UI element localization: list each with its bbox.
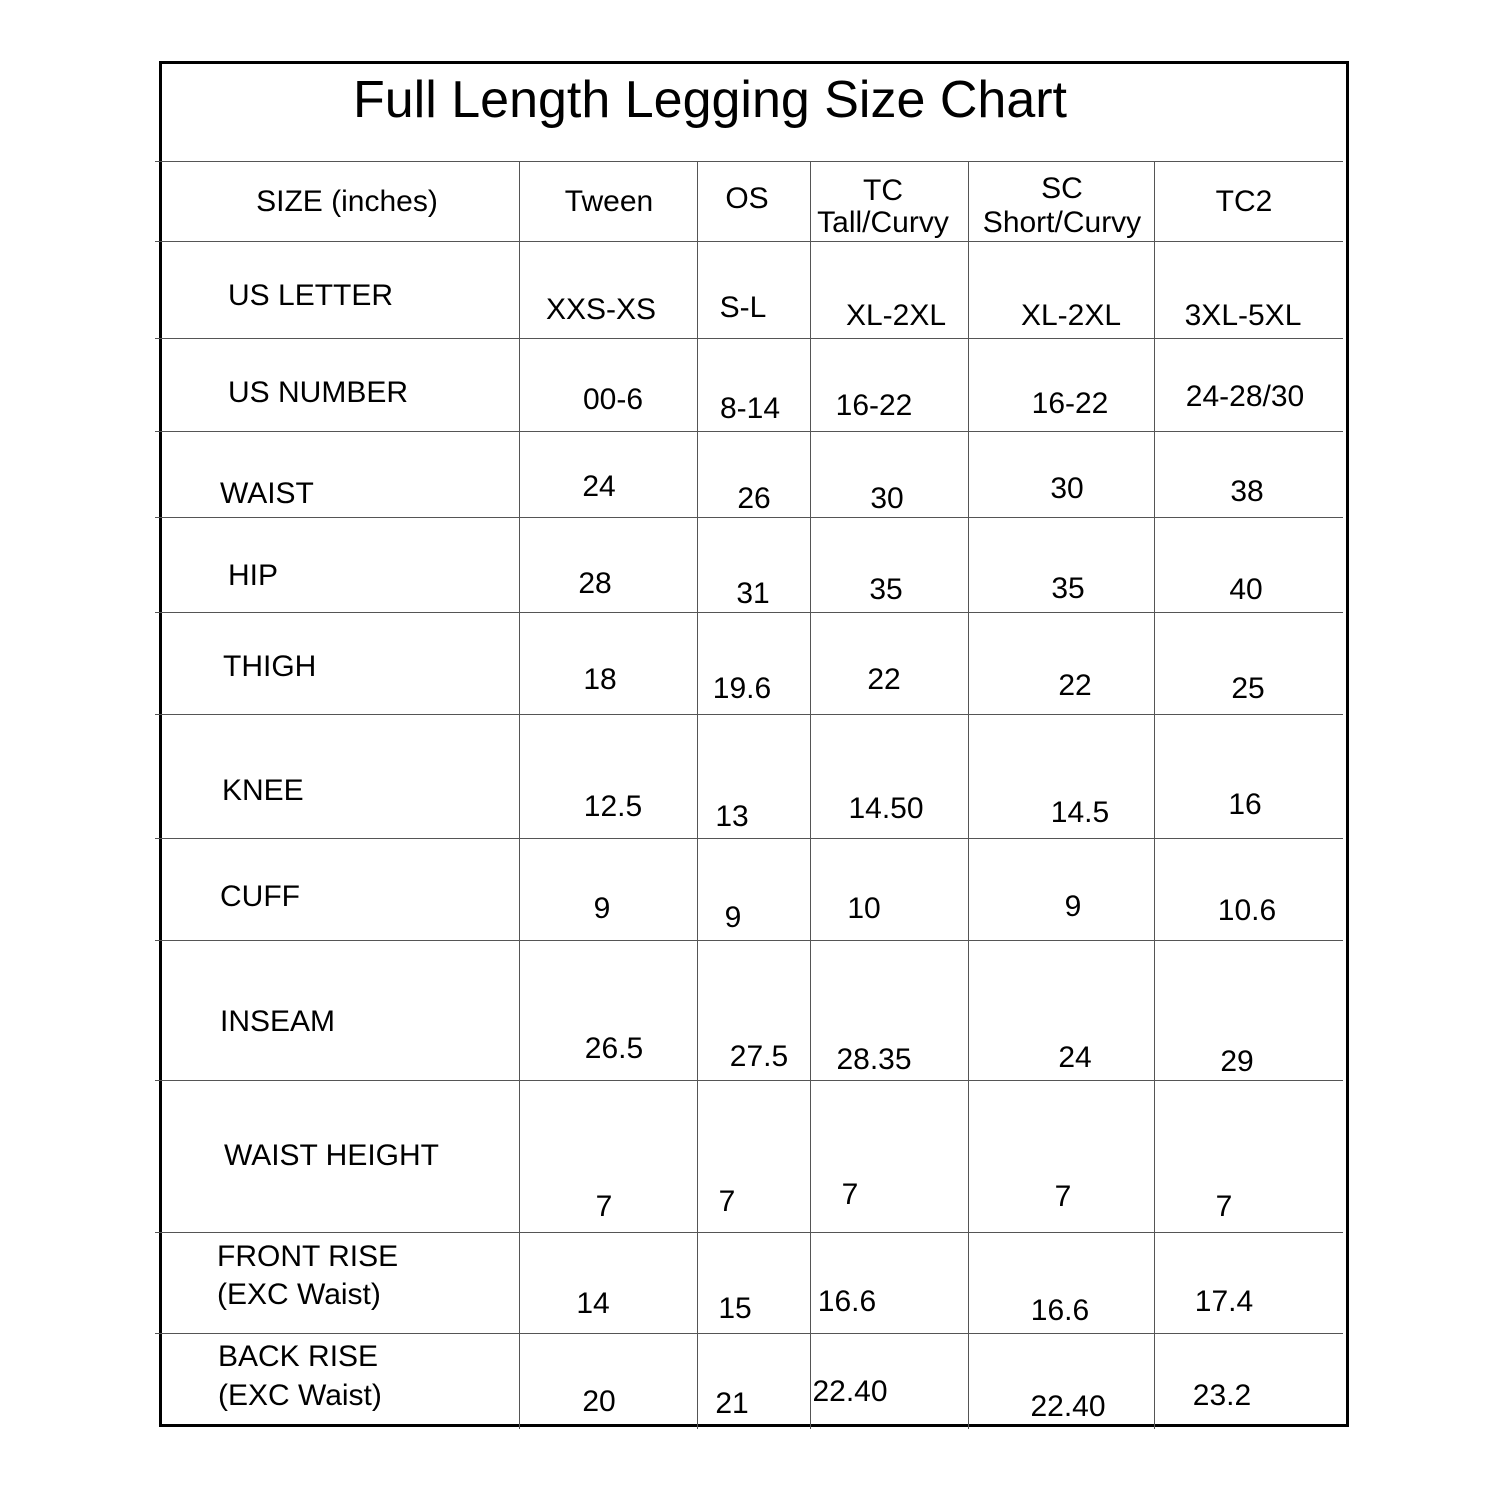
table-cell-value: 7 [1215,1190,1233,1223]
table-cell-value: 19.6 [712,672,772,705]
table-cell-value: 25 [1231,672,1265,705]
column-divider [1154,161,1155,1429]
table-cell-value: XL-2XL [845,299,947,332]
row-divider [155,161,1343,162]
table-cell-value: 22.40 [1030,1390,1106,1423]
row-divider [155,1080,1343,1081]
table-cell-value: 17.4 [1194,1285,1254,1318]
size-chart-table [159,61,1349,1427]
row-label: KNEE [222,774,304,807]
table-cell-value: 35 [1051,572,1085,605]
table-cell-value: 30 [1050,472,1084,505]
column-header: Tween [564,185,654,218]
header-size-label: SIZE (inches) [256,185,438,218]
row-divider [155,1333,1343,1334]
table-cell-value: 9 [593,892,611,925]
table-cell-value: 24-28/30 [1185,380,1305,413]
table-cell-value: XXS-XS [545,293,657,326]
table-cell-value: 28 [578,567,612,600]
table-cell-value: 24 [582,470,616,503]
table-cell-value: 16.6 [1030,1294,1090,1327]
table-cell-value: 9 [1064,890,1082,923]
row-divider [155,838,1343,839]
table-cell-value: 29 [1220,1045,1254,1078]
row-label: THIGH [223,650,317,683]
table-cell-value: 10 [847,892,881,925]
table-cell-value: 7 [595,1190,613,1223]
table-cell-value: 9 [724,901,742,934]
table-cell-value: 15 [718,1292,752,1325]
table-cell-value: 18 [583,663,617,696]
table-cell-value: 31 [736,577,770,610]
row-label: FRONT RISE [217,1240,399,1273]
table-cell-value: 7 [1054,1180,1072,1213]
column-header: TC [863,174,903,207]
column-header: TC2 [1215,185,1273,218]
column-header: OS [725,182,769,215]
table-cell-value: 22 [867,663,901,696]
table-cell-value: 7 [841,1178,859,1211]
row-label: WAIST HEIGHT [224,1139,440,1172]
table-cell-value: 12.5 [583,790,643,823]
table-cell-value: 20 [582,1385,616,1418]
table-cell-value: 22.40 [812,1375,888,1408]
table-cell-value: 26.5 [584,1032,644,1065]
row-divider [155,1232,1343,1233]
column-divider [519,161,520,1429]
row-divider [155,431,1343,432]
table-cell-value: 10.6 [1217,894,1277,927]
row-label: US NUMBER [228,376,409,409]
table-cell-value: 24 [1058,1041,1092,1074]
table-cell-value: 26 [737,482,771,515]
table-cell-value: 14.50 [848,792,924,825]
table-cell-value: XL-2XL [1020,299,1122,332]
table-cell-value: 23.2 [1192,1379,1252,1412]
column-divider [810,161,811,1429]
row-divider [155,940,1343,941]
row-label: INSEAM [220,1005,336,1038]
table-cell-value: 30 [870,482,904,515]
row-label: (EXC Waist) [217,1278,381,1311]
table-cell-value: 38 [1230,475,1264,508]
table-cell-value: 16 [1228,788,1262,821]
row-label: CUFF [220,880,300,913]
table-cell-value: 00-6 [582,383,644,416]
row-divider [155,612,1343,613]
table-cell-value: 7 [718,1185,736,1218]
chart-title: Full Length Legging Size Chart [352,71,1068,129]
column-header-subtitle: Tall/Curvy [817,206,949,239]
table-cell-value: 40 [1229,573,1263,606]
row-label: HIP [228,559,279,592]
table-cell-value: 14.5 [1050,796,1110,829]
column-header: SC [1041,172,1083,205]
table-cell-value: 22 [1058,669,1092,702]
table-cell-value: 3XL-5XL [1184,299,1302,332]
table-cell-value: 8-14 [719,392,781,425]
column-header-subtitle: Short/Curvy [982,206,1142,239]
table-cell-value: 27.5 [729,1040,789,1073]
row-label: US LETTER [228,279,394,312]
row-divider [155,517,1343,518]
row-label: (EXC Waist) [218,1379,382,1412]
row-divider [155,338,1343,339]
table-cell-value: 16-22 [835,389,913,422]
column-divider [968,161,969,1429]
table-cell-value: 16-22 [1031,387,1109,420]
table-cell-value: 16.6 [817,1285,877,1318]
table-cell-value: 14 [576,1287,610,1320]
table-cell-value: 28.35 [836,1043,912,1076]
row-label: WAIST [220,477,314,510]
row-divider [155,714,1343,715]
table-cell-value: 21 [715,1387,749,1420]
row-divider [155,241,1343,242]
table-cell-value: S-L [719,291,767,324]
column-divider [697,161,698,1429]
table-cell-value: 13 [715,800,749,833]
table-cell-value: 35 [869,573,903,606]
row-label: BACK RISE [218,1340,379,1373]
